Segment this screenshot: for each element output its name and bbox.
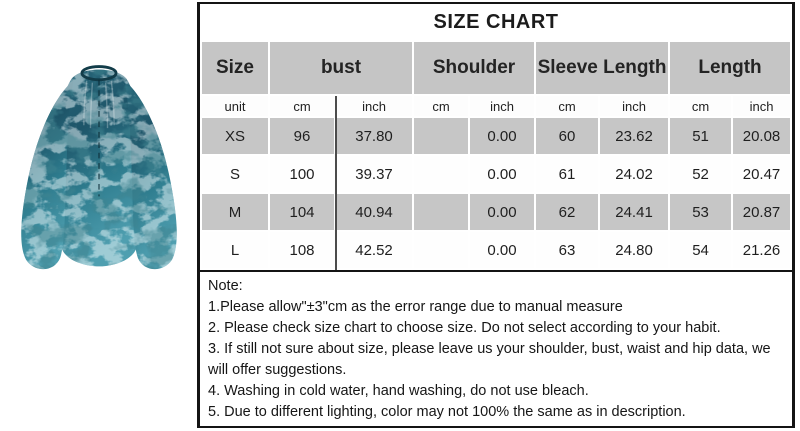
value-cell: 51 <box>670 118 732 154</box>
note-line-4: 4. Washing in cold water, hand washing, … <box>208 383 589 399</box>
grid-divider-line <box>335 96 337 270</box>
value-cell: 100 <box>270 156 334 192</box>
value-cell: 40.94 <box>336 194 413 230</box>
header-row: Size bust Shoulder Sleeve Length Length <box>202 42 790 94</box>
unit-cell: inch <box>600 96 669 116</box>
value-cell: 20.08 <box>733 118 790 154</box>
note-line-3: 3. If still not sure about size, please … <box>208 341 771 378</box>
value-cell: 53 <box>670 194 732 230</box>
value-cell: 23.62 <box>600 118 669 154</box>
header-sleeve-length: Sleeve Length <box>536 42 669 94</box>
unit-cell: cm <box>414 96 469 116</box>
size-table-wrap: Size bust Shoulder Sleeve Length Length … <box>200 40 792 270</box>
size-table: Size bust Shoulder Sleeve Length Length … <box>200 40 792 270</box>
value-cell <box>414 156 469 192</box>
value-cell: 0.00 <box>470 232 535 268</box>
unit-row: unit cm inch cm inch cm inch cm inch <box>202 96 790 116</box>
value-cell: 37.80 <box>336 118 413 154</box>
unit-cell: cm <box>270 96 334 116</box>
unit-label: unit <box>202 96 268 116</box>
value-cell: 0.00 <box>470 118 535 154</box>
value-cell: 108 <box>270 232 334 268</box>
note-line-1: 1.Please allow"±3"cm as the error range … <box>208 299 623 315</box>
note-line-2: 2. Please check size chart to choose siz… <box>208 320 721 336</box>
value-cell: 96 <box>270 118 334 154</box>
value-cell: 52 <box>670 156 732 192</box>
value-cell: 24.02 <box>600 156 669 192</box>
blouse-gathers <box>82 80 115 129</box>
size-cell: XS <box>202 118 268 154</box>
value-cell: 61 <box>536 156 599 192</box>
notes-box: Note: 1.Please allow"±3"cm as the error … <box>200 270 792 426</box>
table-row-s: S 100 39.37 0.00 61 24.02 52 20.47 <box>202 156 790 192</box>
size-cell: M <box>202 194 268 230</box>
value-cell: 21.26 <box>733 232 790 268</box>
value-cell: 104 <box>270 194 334 230</box>
value-cell: 24.41 <box>600 194 669 230</box>
value-cell: 0.00 <box>470 156 535 192</box>
value-cell <box>414 118 469 154</box>
table-row-xs: XS 96 37.80 0.00 60 23.62 51 20.08 <box>202 118 790 154</box>
size-chart-title: SIZE CHART <box>433 11 559 33</box>
value-cell: 63 <box>536 232 599 268</box>
header-bust: bust <box>270 42 413 94</box>
unit-cell: inch <box>470 96 535 116</box>
value-cell: 42.52 <box>336 232 413 268</box>
unit-cell: inch <box>733 96 790 116</box>
value-cell <box>414 232 469 268</box>
header-size: Size <box>202 42 268 94</box>
notes-heading: Note: <box>208 278 243 294</box>
table-row-m: M 104 40.94 0.00 62 24.41 53 20.87 <box>202 194 790 230</box>
size-cell: S <box>202 156 268 192</box>
header-shoulder: Shoulder <box>414 42 535 94</box>
unit-cell: inch <box>336 96 413 116</box>
value-cell: 24.80 <box>600 232 669 268</box>
value-cell: 60 <box>536 118 599 154</box>
value-cell: 62 <box>536 194 599 230</box>
note-line-5: 5. Due to different lighting, color may … <box>208 404 686 420</box>
value-cell: 0.00 <box>470 194 535 230</box>
product-panel <box>0 0 197 431</box>
value-cell <box>414 194 469 230</box>
value-cell: 20.87 <box>733 194 790 230</box>
value-cell: 20.47 <box>733 156 790 192</box>
unit-cell: cm <box>670 96 732 116</box>
value-cell: 39.37 <box>336 156 413 192</box>
size-chart-panel: SIZE CHART Size bust Shoulder Sleeve Len… <box>197 2 795 428</box>
blouse-image <box>20 65 177 270</box>
header-length: Length <box>670 42 790 94</box>
size-cell: L <box>202 232 268 268</box>
unit-cell: cm <box>536 96 599 116</box>
table-row-l: L 108 42.52 0.00 63 24.80 54 21.26 <box>202 232 790 268</box>
value-cell: 54 <box>670 232 732 268</box>
